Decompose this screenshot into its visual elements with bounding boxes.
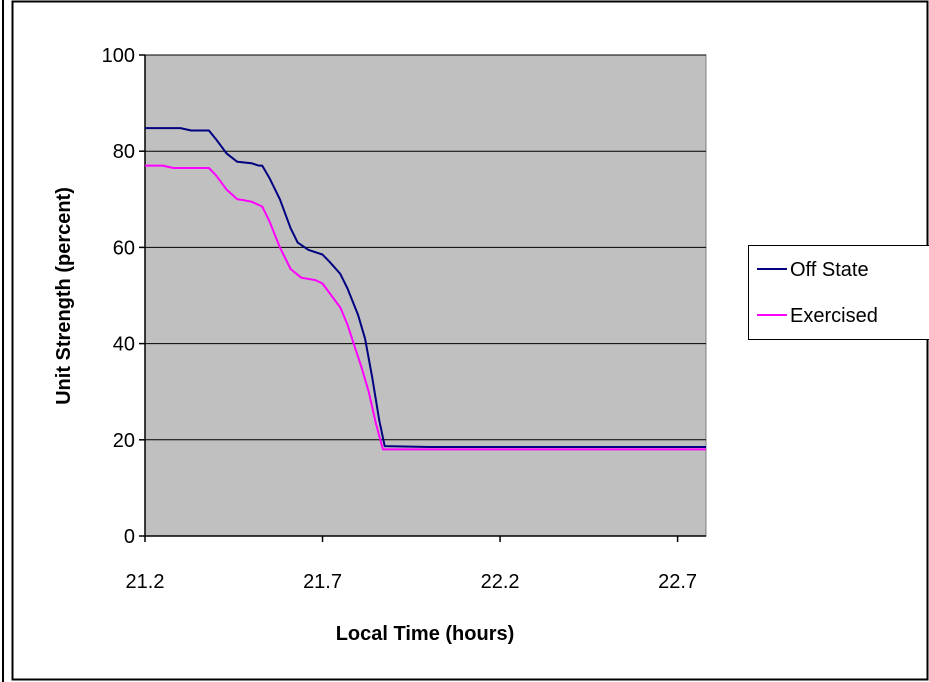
series-line-off-state [145,127,706,448]
y-tick-label: 100 [102,45,135,67]
y-tick-label: 60 [113,237,135,259]
x-axis-ticks: 21.2 21.7 22.2 22.7 [126,536,697,593]
x-tick-label: 21.7 [303,571,342,593]
legend-label-off-state: Off State [790,259,869,281]
legend-box [748,245,929,340]
axes [144,55,706,537]
legend-label-exercised: Exercised [790,305,878,327]
y-tick-label: 0 [124,526,135,548]
y-axis-ticks: 0 20 40 60 80 100 [102,45,145,548]
y-tick-label: 40 [113,334,135,356]
x-axis-title: Local Time (hours) [336,623,515,645]
y-tick-label: 20 [113,430,135,452]
series-line-exercised [145,164,706,451]
gridlines [145,54,706,441]
plot-area [144,54,707,537]
y-axis-title: Unit Strength (percent) [53,187,75,405]
series-lines [145,127,706,451]
y-tick-label: 80 [113,141,135,163]
x-tick-label: 21.2 [126,571,165,593]
x-tick-label: 22.7 [658,571,697,593]
x-tick-label: 22.2 [481,571,520,593]
legend: Off State Exercised [748,245,929,340]
